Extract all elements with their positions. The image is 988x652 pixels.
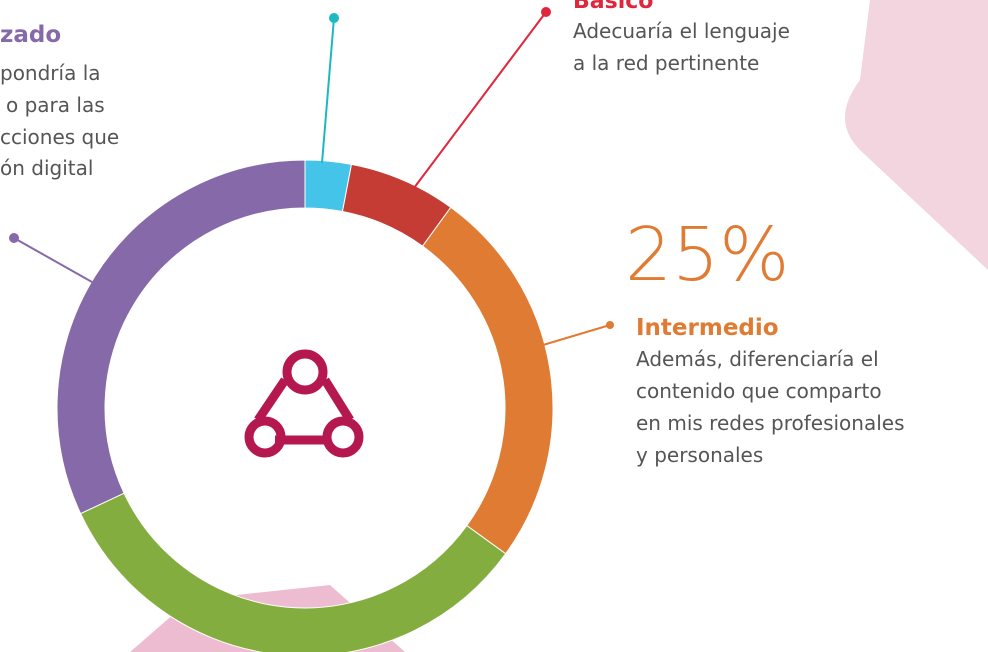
bg-shape xyxy=(845,0,988,270)
description: pondría la xyxy=(0,61,101,85)
donut xyxy=(57,160,553,652)
leader-line xyxy=(322,18,334,163)
description: Además, diferenciaría el xyxy=(636,347,879,371)
leader-line xyxy=(543,325,610,345)
description: cciones que xyxy=(0,125,119,149)
description: contenido que comparto xyxy=(636,379,882,403)
description: Adecuaría el lenguaje xyxy=(573,19,790,43)
infographic: Básico Adecuaría el lenguaje a la red pe… xyxy=(0,0,988,652)
leader-dot xyxy=(9,233,19,243)
leader-dot xyxy=(329,13,339,23)
label: Básico xyxy=(573,0,653,14)
donut-segment xyxy=(423,207,553,553)
donut-segment xyxy=(57,160,305,514)
description: a la red pertinente xyxy=(573,51,759,75)
description: en mis redes profesionales xyxy=(636,411,905,435)
description: y personales xyxy=(636,443,763,467)
leader-line xyxy=(414,12,546,188)
leader-dot xyxy=(606,321,614,329)
label: zado xyxy=(0,22,61,48)
leader-dot xyxy=(541,7,551,17)
value-label: 25% xyxy=(625,212,789,298)
icon xyxy=(249,354,359,453)
description: o para las xyxy=(6,93,105,117)
label: Intermedio xyxy=(636,315,779,341)
description: ón digital xyxy=(0,156,93,180)
donut-segment xyxy=(81,493,506,652)
leader-line xyxy=(14,238,92,282)
